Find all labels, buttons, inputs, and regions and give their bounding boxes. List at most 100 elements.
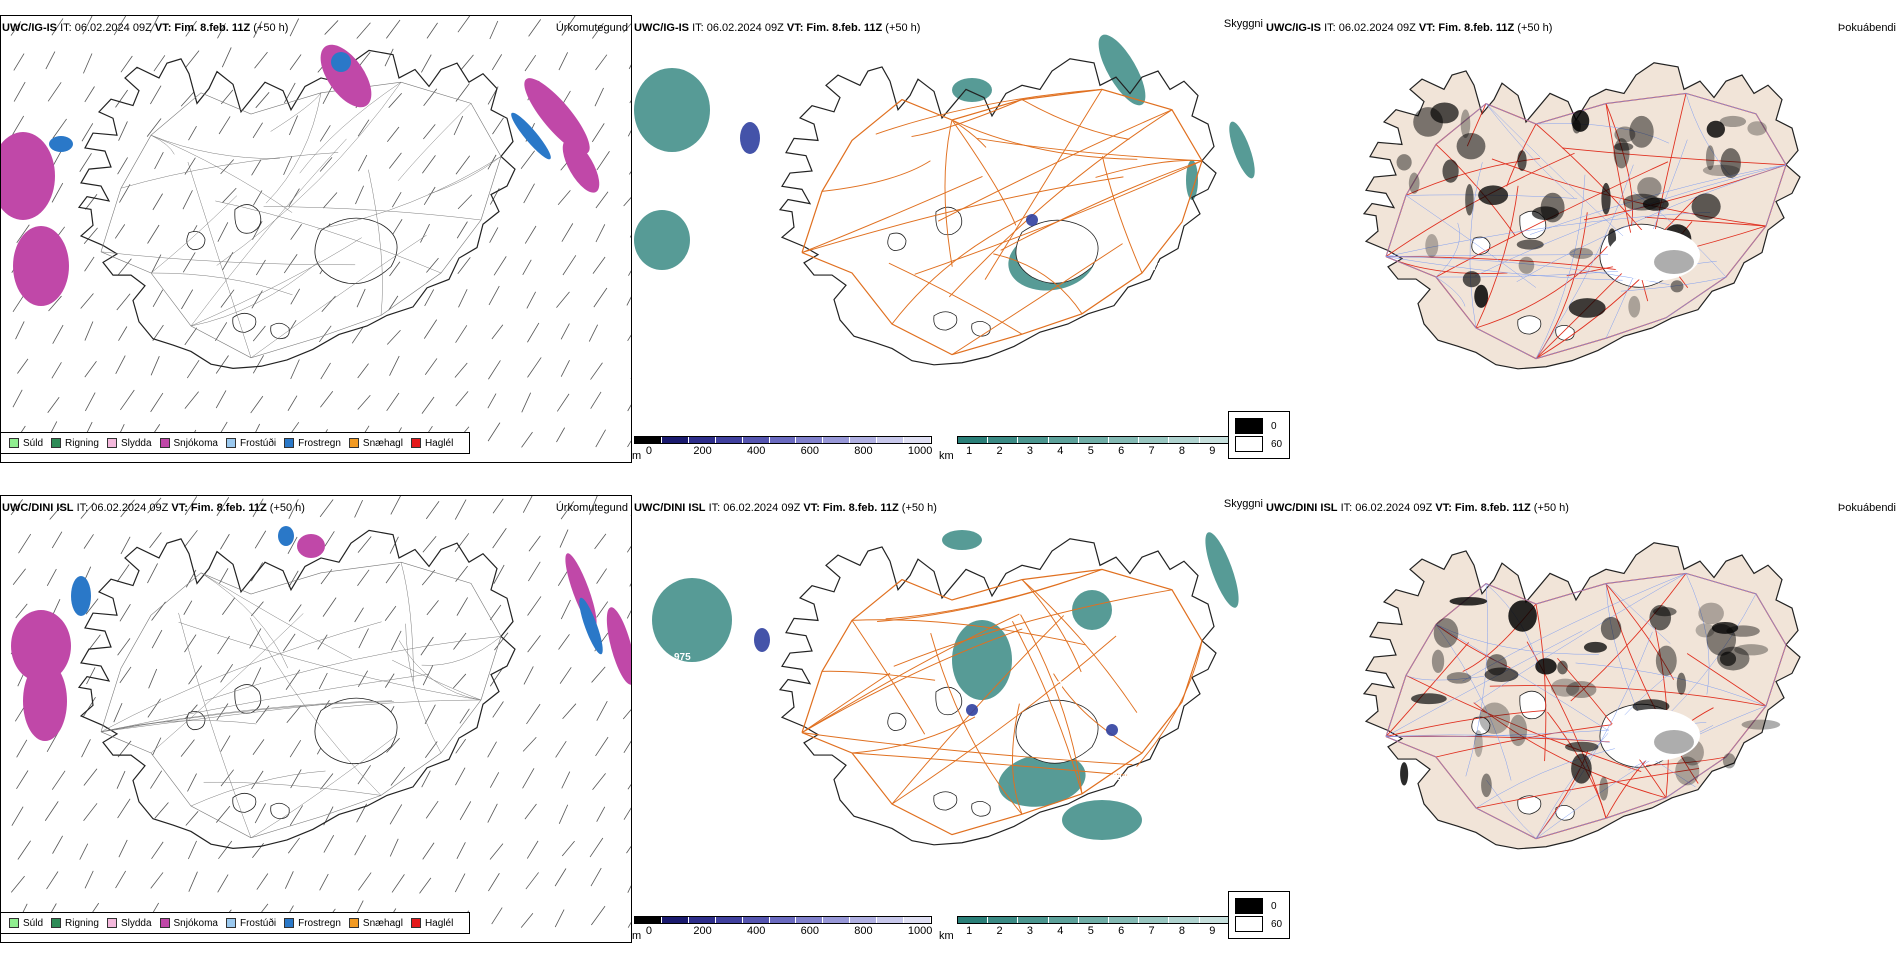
it-value: 06.02.2024 09Z [91, 502, 172, 514]
vt-value: Fim. 8.feb. 11Z [806, 22, 883, 34]
road-line [931, 633, 1022, 814]
wind-barb [220, 89, 234, 105]
colorbar-cell [904, 917, 931, 923]
legend-label: Rigning [65, 437, 99, 449]
wind-barb [556, 291, 570, 308]
wind-barb [524, 225, 537, 244]
wind-barb [459, 708, 470, 724]
fog-dense-area [1479, 702, 1511, 735]
wind-barb [388, 295, 399, 311]
wind-barb [150, 872, 164, 889]
wind-barb [556, 393, 570, 412]
panel-header: UWC/IG-IS IT: 06.02.2024 09Z VT: Fim. 8.… [2, 22, 288, 34]
colorbar-cell [742, 437, 770, 443]
freezing-rain-area [49, 136, 73, 152]
wind-barb [527, 322, 540, 343]
glacier-outline [1518, 796, 1541, 814]
panel-title: Skyggni [1223, 498, 1263, 510]
wind-barb [217, 874, 229, 893]
vt-label: VT: [1418, 22, 1439, 34]
wind-barb [358, 154, 368, 172]
wind-barb [487, 741, 497, 758]
wind-barb [595, 191, 609, 209]
wind-barb [623, 23, 631, 33]
it-value: 06.02.2024 09Z [1338, 22, 1419, 34]
fog-legend-label: 60 [1271, 438, 1283, 450]
wind-barb [52, 835, 63, 854]
wind-barb [83, 768, 98, 786]
road-line [1621, 277, 1726, 291]
road-line [1490, 686, 1766, 706]
wind-barb [120, 55, 133, 73]
snow-area [524, 78, 590, 154]
colorbar-tick-label: 200 [693, 445, 712, 457]
wind-barb [560, 599, 571, 620]
snow-area [565, 553, 597, 629]
wind-barb [83, 227, 98, 245]
wind-barb [456, 597, 468, 616]
wind-barb [591, 123, 605, 143]
wind-barb [391, 192, 402, 208]
wind-barb [182, 252, 196, 273]
wind-barb [455, 155, 471, 175]
wind-barb [152, 324, 164, 342]
wind-barb [320, 773, 334, 790]
snow-area [11, 610, 71, 682]
wind-barb [487, 422, 501, 442]
wind-barb [528, 535, 541, 552]
wind-barb [487, 393, 497, 409]
precip-legend: Súld Rigning Slydda Snjókoma Frostúði Frostre… [0, 432, 470, 454]
wind-barb [357, 363, 369, 379]
wind-barb [250, 601, 264, 617]
wind-barb [522, 737, 537, 752]
wind-barb [389, 355, 400, 376]
road-line [151, 135, 174, 154]
wind-barb [456, 842, 466, 860]
glacier-outline [1556, 805, 1575, 820]
wind-barb [591, 905, 606, 926]
road-line [852, 717, 975, 753]
precip-legend-item: Frostúði [225, 918, 276, 929]
road-line [271, 93, 321, 132]
precip-map-frame [0, 495, 632, 943]
wind-barb [318, 672, 328, 690]
wind-barb [386, 19, 401, 39]
wind-barb [10, 21, 22, 36]
freezing-rain-area [71, 576, 91, 616]
wind-barb [12, 389, 23, 408]
road-line [1606, 104, 1633, 226]
wind-barb [385, 563, 400, 584]
wind-barb [491, 907, 503, 925]
colorbar-tick-label: 400 [746, 445, 766, 457]
wind-barb [81, 123, 94, 142]
wind-barb [422, 536, 437, 553]
road-line [1536, 123, 1669, 143]
wind-barb [560, 359, 570, 377]
wind-barb [491, 54, 503, 71]
wind-barb [15, 603, 28, 619]
legend-swatch [284, 918, 295, 928]
wind-barb [117, 798, 131, 819]
fog-dense-area [1517, 150, 1527, 171]
iceland-coastline [780, 59, 1216, 365]
legend-swatch [348, 918, 359, 928]
colorbar-tick-label: 0 [645, 445, 652, 457]
wind-barb [389, 536, 399, 554]
road-line [1436, 624, 1511, 780]
wind-barb [424, 704, 436, 725]
wind-barb [180, 91, 195, 107]
wind-barb [17, 840, 31, 860]
road-line [1012, 621, 1082, 794]
wind-barb [423, 88, 438, 107]
wind-barb [290, 359, 300, 380]
wind-barb [10, 499, 23, 516]
colorbar-tick-label: 6 [1118, 925, 1125, 937]
fog-map [1264, 30, 1900, 450]
road-line [802, 177, 1123, 253]
wind-barb [454, 362, 468, 378]
wind-barb [252, 355, 264, 374]
wind-barb [489, 227, 499, 243]
road-line [1436, 624, 1695, 787]
road-line [852, 620, 925, 734]
wind-barb [623, 740, 631, 753]
